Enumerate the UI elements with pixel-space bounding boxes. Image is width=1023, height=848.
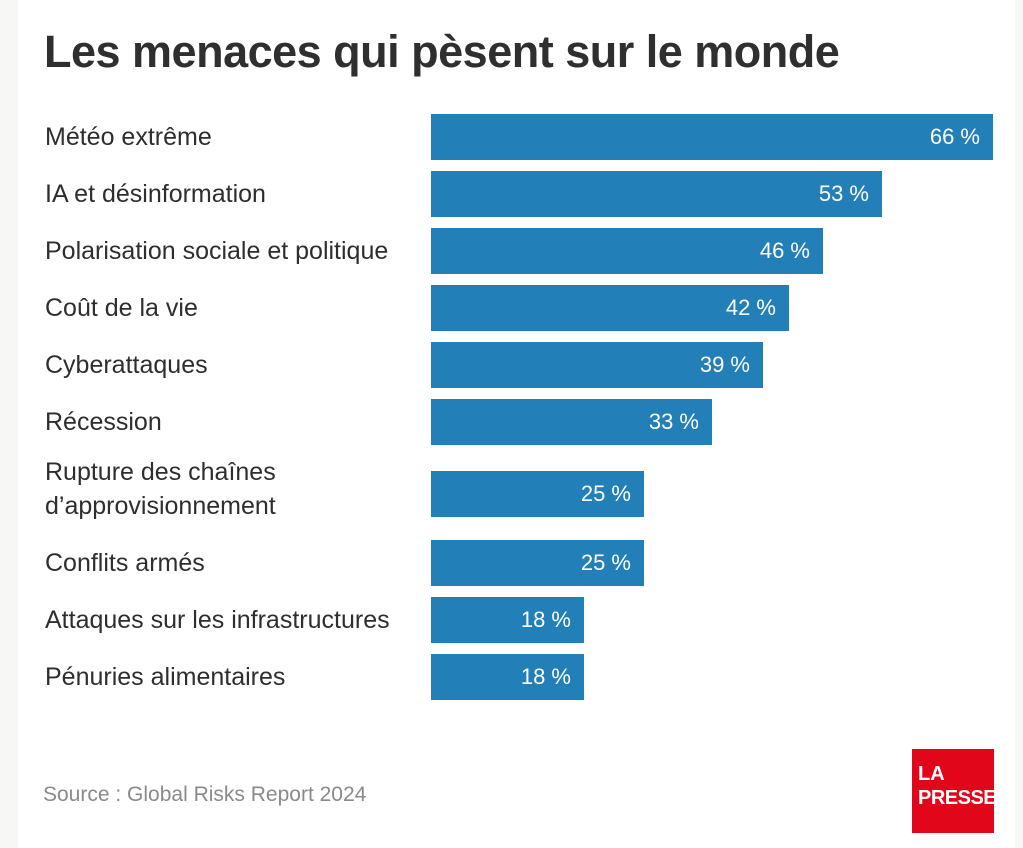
category-label-line: Pénuries alimentaires bbox=[45, 663, 286, 691]
category-label: Pénuries alimentaires bbox=[45, 660, 285, 694]
source-note: Source : Global Risks Report 2024 bbox=[43, 783, 367, 806]
logo-text-line2: PRESSE bbox=[918, 787, 997, 809]
category-label-line: IA et désinformation bbox=[45, 180, 266, 208]
value-label: 25 % bbox=[580, 550, 631, 575]
category-label-line: Rupture des chaînes bbox=[45, 458, 276, 486]
value-label: 42 % bbox=[725, 295, 776, 320]
bar bbox=[431, 285, 789, 331]
category-label: Conflits armés bbox=[45, 546, 205, 580]
bar bbox=[431, 342, 763, 388]
la-presse-logo: LA PRESSE bbox=[912, 749, 997, 833]
category-label-line: Cyberattaques bbox=[45, 351, 208, 379]
category-label-line: Conflits armés bbox=[45, 549, 205, 577]
category-label-line: Météo extrême bbox=[45, 123, 212, 151]
category-label: Polarisation sociale et politique bbox=[45, 234, 388, 268]
bar bbox=[431, 471, 644, 517]
bar bbox=[431, 654, 584, 700]
category-label: Rupture des chaînes d’approvisionnement bbox=[45, 455, 276, 523]
category-label: Attaques sur les infrastructures bbox=[45, 603, 390, 637]
value-label: 18 % bbox=[520, 664, 571, 689]
category-label: Météo extrême bbox=[45, 120, 212, 154]
chart-title: Les menaces qui pèsent sur le monde bbox=[44, 26, 840, 77]
value-label: 39 % bbox=[699, 352, 750, 377]
category-label-line: Attaques sur les infrastructures bbox=[45, 606, 390, 634]
bar bbox=[431, 114, 993, 160]
bar bbox=[431, 540, 644, 586]
category-label-line: Polarisation sociale et politique bbox=[45, 237, 389, 265]
category-label-line: Coût de la vie bbox=[45, 294, 198, 322]
category-label: Cyberattaques bbox=[45, 348, 208, 382]
category-label-line: d’approvisionnement bbox=[45, 492, 276, 520]
category-label: IA et désinformation bbox=[45, 177, 266, 211]
bar bbox=[431, 171, 882, 217]
value-label: 46 % bbox=[759, 238, 810, 263]
bar-chart: Météo extrême 66 % IA et désinformation 53 … bbox=[18, 0, 1015, 848]
value-label: 25 % bbox=[580, 481, 631, 506]
category-label-line: Récession bbox=[45, 408, 162, 436]
category-label: Coût de la vie bbox=[45, 291, 198, 325]
value-label: 18 % bbox=[520, 607, 571, 632]
bar bbox=[431, 399, 712, 445]
value-label: 53 % bbox=[818, 181, 869, 206]
category-label: Récession bbox=[45, 405, 162, 439]
value-label: 66 % bbox=[929, 124, 980, 149]
value-label: 33 % bbox=[648, 409, 699, 434]
bar bbox=[431, 597, 584, 643]
logo-text-line1: LA bbox=[918, 763, 945, 785]
bar bbox=[431, 228, 823, 274]
infographic-card: Les menaces qui pèsent sur le monde Mété… bbox=[18, 0, 1015, 848]
